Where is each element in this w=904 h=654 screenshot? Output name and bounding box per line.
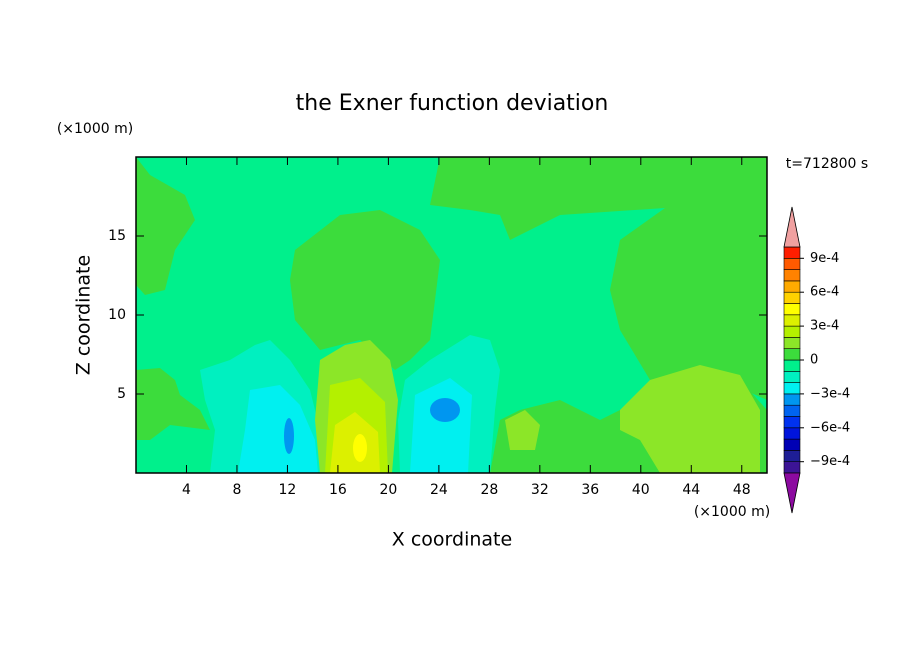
- x-tick-label: 20: [379, 482, 397, 498]
- y-tick-label: 15: [108, 228, 126, 244]
- x-tick-label: 48: [733, 482, 751, 498]
- y-unit: (×1000 m): [57, 121, 133, 137]
- colorbar-box: [783, 257, 801, 270]
- colorbar-box: [783, 291, 801, 304]
- colorbar-box: [783, 461, 801, 474]
- y-tick-label: 10: [108, 307, 126, 323]
- colorbar-tick-label: 6e-4: [810, 285, 839, 300]
- x-tick-label: 8: [232, 482, 241, 498]
- x-tick-label: 24: [430, 482, 448, 498]
- colorbar-over: [783, 206, 801, 248]
- contour-region: [136, 368, 210, 440]
- contour-region: [284, 418, 294, 454]
- contour-region: [620, 365, 760, 473]
- chart-title: the Exner function deviation: [296, 91, 609, 116]
- colorbar-box: [783, 325, 801, 338]
- contour-region: [290, 210, 440, 370]
- colorbar-box: [783, 438, 801, 451]
- colorbar-tick-label: 0: [810, 353, 818, 368]
- colorbar-box: [783, 314, 801, 327]
- x-tick-label: 40: [632, 482, 650, 498]
- time-label: t=712800 s: [786, 156, 868, 172]
- colorbar-box: [783, 337, 801, 349]
- x-tick-label: 4: [182, 482, 191, 498]
- x-tick-label: 12: [279, 482, 297, 498]
- colorbar-box: [783, 416, 801, 429]
- contour-region: [136, 157, 195, 295]
- colorbar-tick-label: 9e-4: [810, 251, 839, 266]
- contour-region: [430, 398, 460, 422]
- colorbar-box: [783, 450, 801, 462]
- colorbar-box: [783, 280, 801, 293]
- x-tick-label: 36: [581, 482, 599, 498]
- colorbar-under: [783, 472, 801, 514]
- x-tick-label: 28: [480, 482, 498, 498]
- colorbar-tick-label: −9e-4: [810, 454, 850, 469]
- colorbar-box: [783, 269, 801, 282]
- contour-region: [430, 157, 767, 400]
- colorbar-box: [783, 370, 801, 383]
- y-axis-label: Z coordinate: [73, 255, 95, 375]
- colorbar-box: [783, 348, 801, 361]
- x-tick-label: 32: [531, 482, 549, 498]
- x-axis-label: X coordinate: [392, 529, 512, 551]
- colorbar-box: [783, 303, 801, 316]
- contour-region: [238, 385, 318, 473]
- colorbar-box: [783, 382, 801, 395]
- contour-region: [410, 378, 472, 473]
- colorbar-tick-label: −6e-4: [810, 420, 850, 435]
- colorbar-box: [783, 393, 801, 406]
- contour-field: [136, 157, 767, 473]
- colorbar-box: [783, 246, 801, 259]
- colorbar-box: [783, 427, 801, 440]
- contour-region: [505, 410, 540, 450]
- x-tick-label: 44: [682, 482, 700, 498]
- contour-region: [353, 434, 367, 462]
- colorbar-tick-label: 3e-4: [810, 319, 839, 334]
- colorbar-box: [783, 359, 801, 372]
- colorbar-box: [783, 404, 801, 417]
- x-unit: (×1000 m): [694, 504, 770, 520]
- x-tick-label: 16: [329, 482, 347, 498]
- colorbar-tick-label: −3e-4: [810, 386, 850, 401]
- y-tick-label: 5: [117, 386, 126, 402]
